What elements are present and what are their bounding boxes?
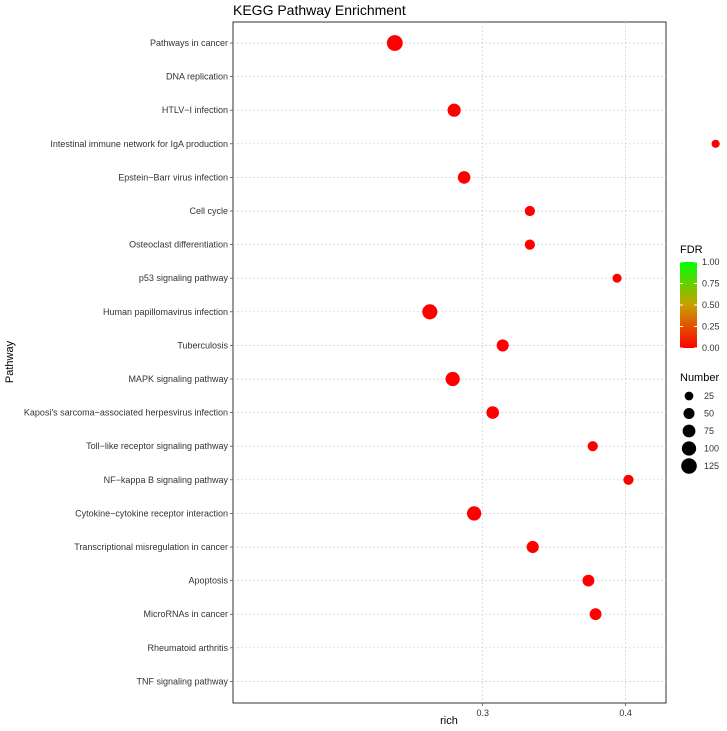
y-tick-label: Rheumatoid arthritis: [147, 643, 228, 653]
data-point: [587, 441, 598, 452]
y-tick-label: Kaposi's sarcoma−associated herpesvirus …: [24, 408, 228, 418]
number-legend-dot: [681, 441, 697, 456]
chart-title: KEGG Pathway Enrichment: [233, 2, 406, 18]
y-tick-label: Toll−like receptor signaling pathway: [86, 441, 228, 451]
number-legend-dot: [683, 407, 695, 420]
y-tick-label: MAPK signaling pathway: [128, 374, 228, 384]
x-tick-label: 0.4: [619, 708, 632, 718]
fdr-legend-title: FDR: [680, 244, 703, 256]
number-legend-dot: [681, 458, 697, 474]
y-tick-label: Pathways in cancer: [150, 38, 228, 48]
x-tick-labels: 0.30.40.5: [476, 703, 632, 718]
y-tick-label: Human papillomavirus infection: [103, 307, 228, 317]
number-legend-dot: [684, 391, 694, 401]
grid-lines: [233, 22, 666, 703]
y-tick-label: DNA replication: [166, 72, 228, 82]
data-point: [445, 371, 460, 387]
data-point: [582, 574, 595, 587]
number-legend-items: 25 50 75 100 125: [681, 391, 719, 474]
data-point: [386, 35, 403, 51]
data-point: [422, 304, 438, 320]
fdr-tick-label: 0.00: [702, 343, 720, 353]
y-tick-label: MicroRNAs in cancer: [143, 609, 228, 619]
fdr-tick-label: 0.75: [702, 279, 720, 289]
data-point: [623, 474, 634, 485]
number-legend-label: 75: [704, 426, 714, 436]
data-point: [711, 139, 720, 148]
y-tick-label: Transcriptional misregulation in cancer: [74, 542, 228, 552]
fdr-colorbar: [680, 262, 697, 348]
number-legend-label: 125: [704, 461, 719, 471]
number-legend-title: Number: [680, 372, 719, 384]
number-legend-label: 50: [704, 409, 714, 419]
fdr-legend: FDR 1.00 0.75 0.50 0.25 0.00: [680, 244, 720, 353]
y-tick-label: HTLV−I infection: [162, 105, 228, 115]
number-legend-dot: [682, 424, 696, 438]
data-point: [447, 103, 461, 117]
y-tick-label: Cytokine−cytokine receptor interaction: [75, 508, 228, 518]
data-point: [466, 506, 482, 521]
y-tick-labels: Pathways in cancer DNA replication HTLV−I …: [24, 38, 233, 686]
data-point: [524, 239, 535, 250]
number-legend: Number 25 50 75 100 125: [680, 372, 719, 474]
fdr-tick-label: 0.50: [702, 300, 720, 310]
y-tick-label: TNF signaling pathway: [136, 676, 228, 686]
data-point: [589, 608, 602, 621]
y-tick-label: Tuberculosis: [177, 340, 228, 350]
data-points: [386, 35, 720, 621]
x-axis-label: rich: [440, 715, 458, 727]
number-legend-label: 100: [704, 444, 719, 454]
y-tick-label: p53 signaling pathway: [139, 273, 229, 283]
fdr-tick-label: 1.00: [702, 257, 720, 267]
data-point: [526, 540, 539, 554]
x-tick-label: 0.3: [476, 708, 489, 718]
data-point: [486, 406, 500, 419]
y-tick-label: Osteoclast differentiation: [129, 240, 228, 250]
data-point: [457, 171, 471, 184]
plot-panel: [232, 21, 667, 704]
number-legend-label: 25: [704, 391, 714, 401]
data-point: [524, 205, 535, 217]
data-point: [612, 273, 622, 283]
y-axis-label: Pathway: [4, 340, 16, 383]
y-tick-label: NF−kappa B signaling pathway: [104, 475, 229, 485]
data-point: [496, 339, 509, 352]
fdr-ticks: 1.00 0.75 0.50 0.25 0.00: [680, 257, 720, 353]
y-tick-label: Intestinal immune network for IgA produc…: [50, 139, 228, 149]
y-tick-label: Epstein−Barr virus infection: [118, 172, 228, 182]
fdr-tick-label: 0.25: [702, 322, 720, 332]
y-tick-label: Apoptosis: [188, 576, 228, 586]
y-tick-label: Cell cycle: [189, 206, 228, 216]
